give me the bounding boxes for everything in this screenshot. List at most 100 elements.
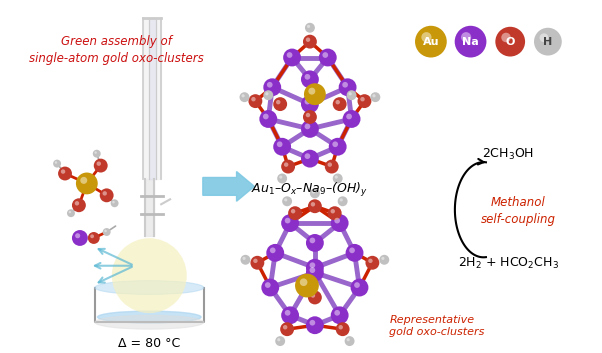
- Circle shape: [339, 78, 356, 96]
- Circle shape: [501, 33, 511, 42]
- Circle shape: [305, 153, 310, 159]
- Circle shape: [283, 49, 301, 66]
- Text: Na: Na: [462, 37, 479, 47]
- Circle shape: [295, 274, 319, 298]
- Circle shape: [343, 110, 361, 128]
- Circle shape: [249, 94, 262, 108]
- Circle shape: [251, 97, 256, 101]
- Text: 2CH$_3$OH: 2CH$_3$OH: [482, 147, 535, 162]
- Circle shape: [309, 238, 315, 243]
- Circle shape: [306, 113, 310, 117]
- Circle shape: [240, 92, 249, 102]
- Circle shape: [305, 99, 310, 104]
- Circle shape: [539, 33, 548, 42]
- Circle shape: [275, 336, 285, 346]
- Circle shape: [285, 310, 290, 316]
- Circle shape: [305, 74, 310, 80]
- Circle shape: [327, 162, 332, 167]
- Text: H: H: [543, 37, 553, 47]
- Circle shape: [261, 279, 279, 297]
- Circle shape: [283, 325, 287, 329]
- Circle shape: [263, 78, 281, 96]
- Ellipse shape: [95, 315, 204, 329]
- Circle shape: [75, 233, 80, 238]
- Circle shape: [104, 230, 107, 232]
- Circle shape: [373, 94, 376, 97]
- Ellipse shape: [98, 311, 201, 323]
- Circle shape: [279, 175, 282, 179]
- Circle shape: [287, 52, 293, 58]
- Circle shape: [301, 95, 319, 113]
- Circle shape: [461, 32, 471, 42]
- Text: Representative
gold oxo-clusters: Representative gold oxo-clusters: [389, 315, 485, 337]
- Circle shape: [334, 310, 340, 316]
- Circle shape: [347, 338, 350, 341]
- Circle shape: [112, 201, 115, 203]
- Circle shape: [323, 52, 328, 58]
- Circle shape: [349, 247, 355, 253]
- Circle shape: [368, 259, 373, 263]
- Circle shape: [58, 167, 72, 180]
- Circle shape: [267, 82, 273, 88]
- Circle shape: [308, 88, 315, 95]
- Circle shape: [102, 191, 107, 196]
- Circle shape: [241, 255, 250, 265]
- Circle shape: [277, 142, 282, 147]
- Circle shape: [259, 110, 277, 128]
- Circle shape: [284, 198, 287, 202]
- Circle shape: [281, 306, 299, 324]
- Circle shape: [333, 174, 343, 184]
- Text: Au: Au: [423, 37, 439, 47]
- Circle shape: [336, 322, 350, 336]
- Circle shape: [495, 27, 525, 56]
- Circle shape: [307, 25, 310, 28]
- Circle shape: [354, 282, 360, 288]
- Circle shape: [305, 23, 315, 33]
- Circle shape: [311, 293, 315, 298]
- Circle shape: [300, 279, 308, 286]
- Text: Δ = 80 °C: Δ = 80 °C: [118, 337, 181, 350]
- Circle shape: [72, 230, 88, 246]
- Circle shape: [360, 97, 365, 101]
- Circle shape: [94, 158, 108, 173]
- Circle shape: [291, 209, 296, 214]
- Circle shape: [263, 114, 268, 119]
- Circle shape: [309, 262, 315, 268]
- Circle shape: [306, 259, 324, 277]
- Circle shape: [330, 209, 335, 214]
- Text: Methanol
self-coupling: Methanol self-coupling: [480, 196, 556, 226]
- Circle shape: [312, 190, 315, 193]
- Circle shape: [301, 70, 319, 88]
- Circle shape: [334, 218, 340, 223]
- Circle shape: [333, 97, 347, 111]
- Circle shape: [305, 124, 310, 129]
- Circle shape: [306, 234, 324, 252]
- Circle shape: [365, 256, 379, 270]
- Circle shape: [72, 198, 86, 212]
- Circle shape: [415, 26, 447, 58]
- Circle shape: [347, 90, 356, 100]
- Circle shape: [288, 206, 302, 220]
- Circle shape: [277, 338, 281, 341]
- FancyArrow shape: [203, 172, 255, 201]
- Circle shape: [265, 92, 268, 95]
- Circle shape: [282, 196, 292, 206]
- Circle shape: [250, 256, 264, 270]
- Circle shape: [273, 138, 291, 156]
- Circle shape: [112, 238, 187, 313]
- Circle shape: [327, 206, 342, 220]
- Circle shape: [281, 214, 299, 232]
- Circle shape: [534, 28, 562, 55]
- Circle shape: [349, 92, 352, 95]
- Circle shape: [310, 189, 320, 198]
- Circle shape: [350, 279, 368, 297]
- Circle shape: [280, 322, 294, 336]
- Circle shape: [263, 90, 273, 100]
- Circle shape: [90, 234, 94, 238]
- Circle shape: [103, 228, 111, 236]
- Circle shape: [100, 189, 114, 202]
- Circle shape: [309, 320, 315, 325]
- Circle shape: [276, 100, 281, 104]
- Circle shape: [265, 282, 271, 288]
- Circle shape: [266, 244, 284, 262]
